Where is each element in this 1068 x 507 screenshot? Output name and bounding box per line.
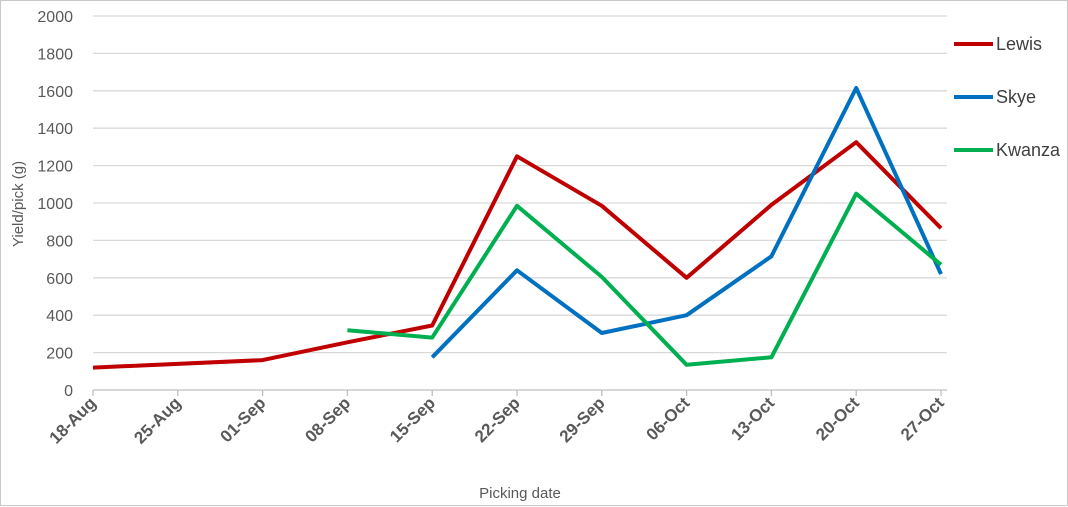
series-lines xyxy=(91,86,943,370)
y-tick-label: 600 xyxy=(46,271,73,288)
y-tick-label: 1600 xyxy=(37,84,73,101)
data-point-kwanza xyxy=(854,192,858,196)
data-point-kwanza xyxy=(430,336,434,340)
legend-label-skye: Skye xyxy=(996,87,1036,107)
x-tick-label: 13-Oct xyxy=(727,393,778,444)
y-tick-label: 800 xyxy=(46,233,73,250)
x-tick-label: 25-Aug xyxy=(130,393,184,447)
data-point-lewis xyxy=(430,323,434,327)
y-tick-label: 1800 xyxy=(37,46,73,63)
data-point-lewis xyxy=(939,226,943,230)
data-point-kwanza xyxy=(345,328,349,332)
data-point-skye xyxy=(854,86,858,90)
y-tick-label: 200 xyxy=(46,346,73,363)
data-point-kwanza xyxy=(939,263,943,267)
series-line-skye xyxy=(430,86,943,359)
data-point-skye xyxy=(515,268,519,272)
x-tick-label: 20-Oct xyxy=(812,393,863,444)
data-point-kwanza xyxy=(685,363,689,367)
x-tick-label: 08-Sep xyxy=(301,393,354,446)
series-line-kwanza xyxy=(347,191,943,367)
data-point-lewis xyxy=(345,340,349,344)
data-point-skye xyxy=(939,272,943,276)
gridlines xyxy=(93,15,947,354)
x-tick-label: 01-Sep xyxy=(217,393,270,446)
legend: Lewis Skye Kwanza xyxy=(954,34,1061,160)
y-tick-label: 0 xyxy=(64,383,73,400)
legend-label-kwanza: Kwanza xyxy=(996,140,1061,160)
y-tick-label: 1200 xyxy=(37,159,73,176)
y-tick-label: 1400 xyxy=(37,121,73,138)
data-point-skye xyxy=(600,331,604,335)
legend-label-lewis: Lewis xyxy=(996,34,1042,54)
y-tick-label: 400 xyxy=(46,308,73,325)
data-point-lewis xyxy=(91,366,95,370)
axes xyxy=(92,389,947,396)
data-point-lewis xyxy=(854,140,858,144)
data-point-kwanza xyxy=(515,204,519,208)
x-axis-title: Picking date xyxy=(479,485,561,502)
y-tick-label: 2000 xyxy=(37,9,73,26)
x-tick-label: 06-Oct xyxy=(643,393,694,444)
data-point-lewis xyxy=(685,276,689,280)
x-tick-label: 29-Sep xyxy=(556,393,609,446)
y-axis-title: Yield/pick (g) xyxy=(10,161,27,247)
data-point-lewis xyxy=(261,358,265,362)
x-tick-label: 18-Aug xyxy=(46,393,100,447)
tick-labels: 0 200 400 600 800 1000 1200 1400 1600 1800 2000 18-… xyxy=(37,9,948,448)
y-tick-label: 1000 xyxy=(37,196,73,213)
data-point-skye xyxy=(430,355,434,359)
x-tick-label: 22-Sep xyxy=(471,393,524,446)
data-point-kwanza xyxy=(600,275,604,279)
x-tick-label: 27-Oct xyxy=(897,393,948,444)
data-point-lewis xyxy=(515,154,519,158)
data-point-kwanza xyxy=(769,355,773,359)
data-point-skye xyxy=(769,254,773,258)
data-point-lewis xyxy=(600,204,604,208)
data-point-skye xyxy=(685,313,689,317)
x-tick-label: 15-Sep xyxy=(386,393,439,446)
data-point-lewis xyxy=(769,203,773,207)
